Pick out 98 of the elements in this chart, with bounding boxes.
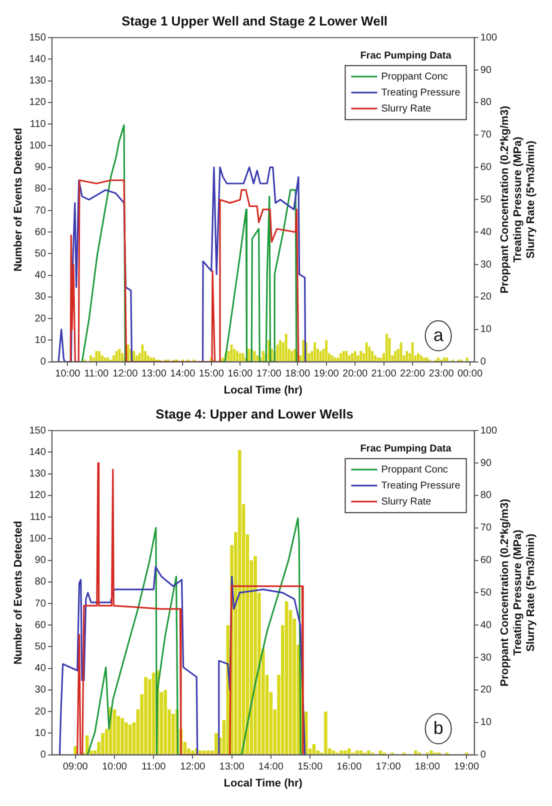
x-tick-label: 16:00	[336, 762, 362, 773]
y-tick-label: 20	[34, 706, 46, 718]
y-tick-label: 60	[34, 226, 46, 238]
x-tick-label: 16:00	[228, 368, 254, 380]
legend-label: Treating Pressure	[381, 87, 461, 98]
x-tick-label: 15:00	[198, 368, 224, 380]
x-tick-label: 20:00	[342, 368, 368, 380]
y-tick-label: 130	[29, 468, 46, 480]
y2-tick-label: 80	[480, 490, 492, 502]
y2-tick-label: 20	[480, 684, 492, 696]
legend-label: Treating Pressure	[381, 480, 461, 492]
y-tick-label: 0	[40, 750, 46, 761]
y-tick-label: 100	[29, 140, 46, 152]
y2-tick-label: 80	[480, 97, 492, 108]
legend-label: Proppant Conc	[381, 464, 448, 476]
x-tick-label: 19:00	[454, 762, 480, 773]
x-tick-label: 17:00	[376, 762, 402, 773]
y-tick-label: 70	[34, 205, 46, 216]
y-tick-label: 80	[34, 576, 46, 588]
y-tick-label: 40	[34, 270, 46, 282]
y-tick-label: 120	[29, 97, 46, 108]
x-tick-label: 18:00	[414, 762, 440, 773]
x-tick-label: 17:00	[256, 368, 282, 380]
y2-tick-label: 0	[480, 356, 486, 368]
y-tick-label: 0	[40, 356, 46, 368]
y2-tick-label: 60	[480, 555, 492, 566]
y2-tick-label: 70	[480, 522, 492, 534]
y-tick-label: 140	[29, 446, 46, 458]
y2-tick-label: 10	[480, 717, 492, 728]
y-tick-label: 10	[34, 334, 46, 346]
y2-tick-label: 100	[480, 425, 498, 436]
y-tick-label: 40	[34, 663, 46, 674]
y-tick-label: 90	[34, 162, 46, 174]
y-axis-title: Number of Events Detected	[12, 128, 25, 272]
x-tick-label: 12:00	[112, 368, 138, 380]
x-tick-label: 09:00	[62, 762, 88, 773]
chart-title: Stage 1 Upper Well and Stage 2 Lower Well	[121, 13, 388, 28]
legend-label: Slurry Rate	[381, 103, 432, 114]
y2-tick-label: 100	[480, 32, 498, 44]
x-tick-label: 13:00	[219, 762, 245, 773]
x-tick-label: 15:00	[298, 762, 323, 773]
y-tick-label: 50	[34, 641, 46, 652]
x-axis-title: Local Time (hr)	[224, 384, 303, 396]
x-tick-label: 10:00	[55, 368, 81, 380]
y-tick-label: 30	[34, 292, 46, 303]
x-tick-label: 23:00	[428, 368, 454, 380]
y-tick-label: 50	[34, 248, 46, 260]
y2-tick-label: 0	[480, 750, 486, 761]
annotation: b	[433, 718, 444, 738]
y-tick-label: 140	[29, 54, 46, 65]
legend-title: Frac Pumping Data	[360, 443, 452, 454]
x-tick-label: 19:00	[314, 368, 340, 380]
x-tick-label: 14:00	[258, 762, 284, 773]
y2-tick-label: 50	[480, 587, 492, 598]
x-tick-label: 13:00	[141, 368, 167, 380]
y-tick-label: 110	[30, 512, 46, 523]
y-tick-label: 20	[34, 313, 46, 324]
x-tick-label: 11:00	[141, 762, 166, 773]
legend-title: Frac Pumping Data	[360, 50, 452, 62]
y-tick-label: 80	[34, 184, 46, 195]
y2-tick-label: 30	[480, 652, 492, 664]
y2-tick-label: 60	[480, 162, 492, 174]
x-tick-label: 00:00	[457, 368, 483, 380]
y-tick-label: 60	[34, 620, 46, 631]
y-tick-label: 70	[34, 598, 46, 610]
y2-axis-title: Proppant Concentration (0.2*kg/m3) Treating Pressure (MPa) Slurry Rate (5*m3/min)	[499, 498, 538, 687]
y2-tick-label: 20	[480, 292, 492, 303]
y-tick-label: 150	[29, 425, 46, 436]
y2-tick-label: 70	[480, 130, 492, 141]
y2-tick-label: 50	[480, 194, 492, 206]
y-tick-label: 90	[34, 555, 46, 566]
y-tick-label: 110	[30, 118, 46, 130]
legend-label: Slurry Rate	[381, 496, 432, 508]
y-tick-label: 100	[29, 533, 46, 544]
y-tick-label: 150	[29, 32, 46, 44]
y2-tick-label: 90	[480, 458, 492, 469]
x-tick-label: 22:00	[400, 368, 426, 380]
y2-tick-label: 40	[480, 226, 492, 238]
x-tick-label: 18:00	[285, 368, 311, 380]
legend-label: Proppant Conc	[381, 71, 448, 82]
y2-tick-label: 30	[480, 259, 492, 270]
y-tick-label: 120	[29, 490, 46, 502]
annotation: a	[433, 324, 444, 345]
x-axis-title: Local Time (hr)	[224, 777, 303, 790]
x-tick-label: 12:00	[180, 762, 206, 773]
x-tick-label: 11:00	[84, 368, 109, 380]
chart-title: Stage 4: Upper and Lower Wells	[156, 406, 354, 422]
y-tick-label: 10	[34, 728, 46, 739]
y2-tick-label: 40	[480, 620, 492, 631]
x-tick-label: 10:00	[102, 762, 128, 773]
x-tick-label: 14:00	[170, 368, 196, 380]
y-tick-label: 130	[29, 76, 46, 87]
y2-axis-title: Proppant Concentration (0.2*kg/m3) Treating Pressure (MPa) Slurry Rate (5*m3/min)	[499, 106, 538, 294]
y2-tick-label: 90	[480, 64, 492, 76]
x-tick-label: 21:00	[371, 368, 397, 380]
y-tick-label: 30	[34, 684, 46, 696]
y2-tick-label: 10	[480, 324, 492, 336]
y-axis-title: Number of Events Detected	[12, 520, 25, 665]
